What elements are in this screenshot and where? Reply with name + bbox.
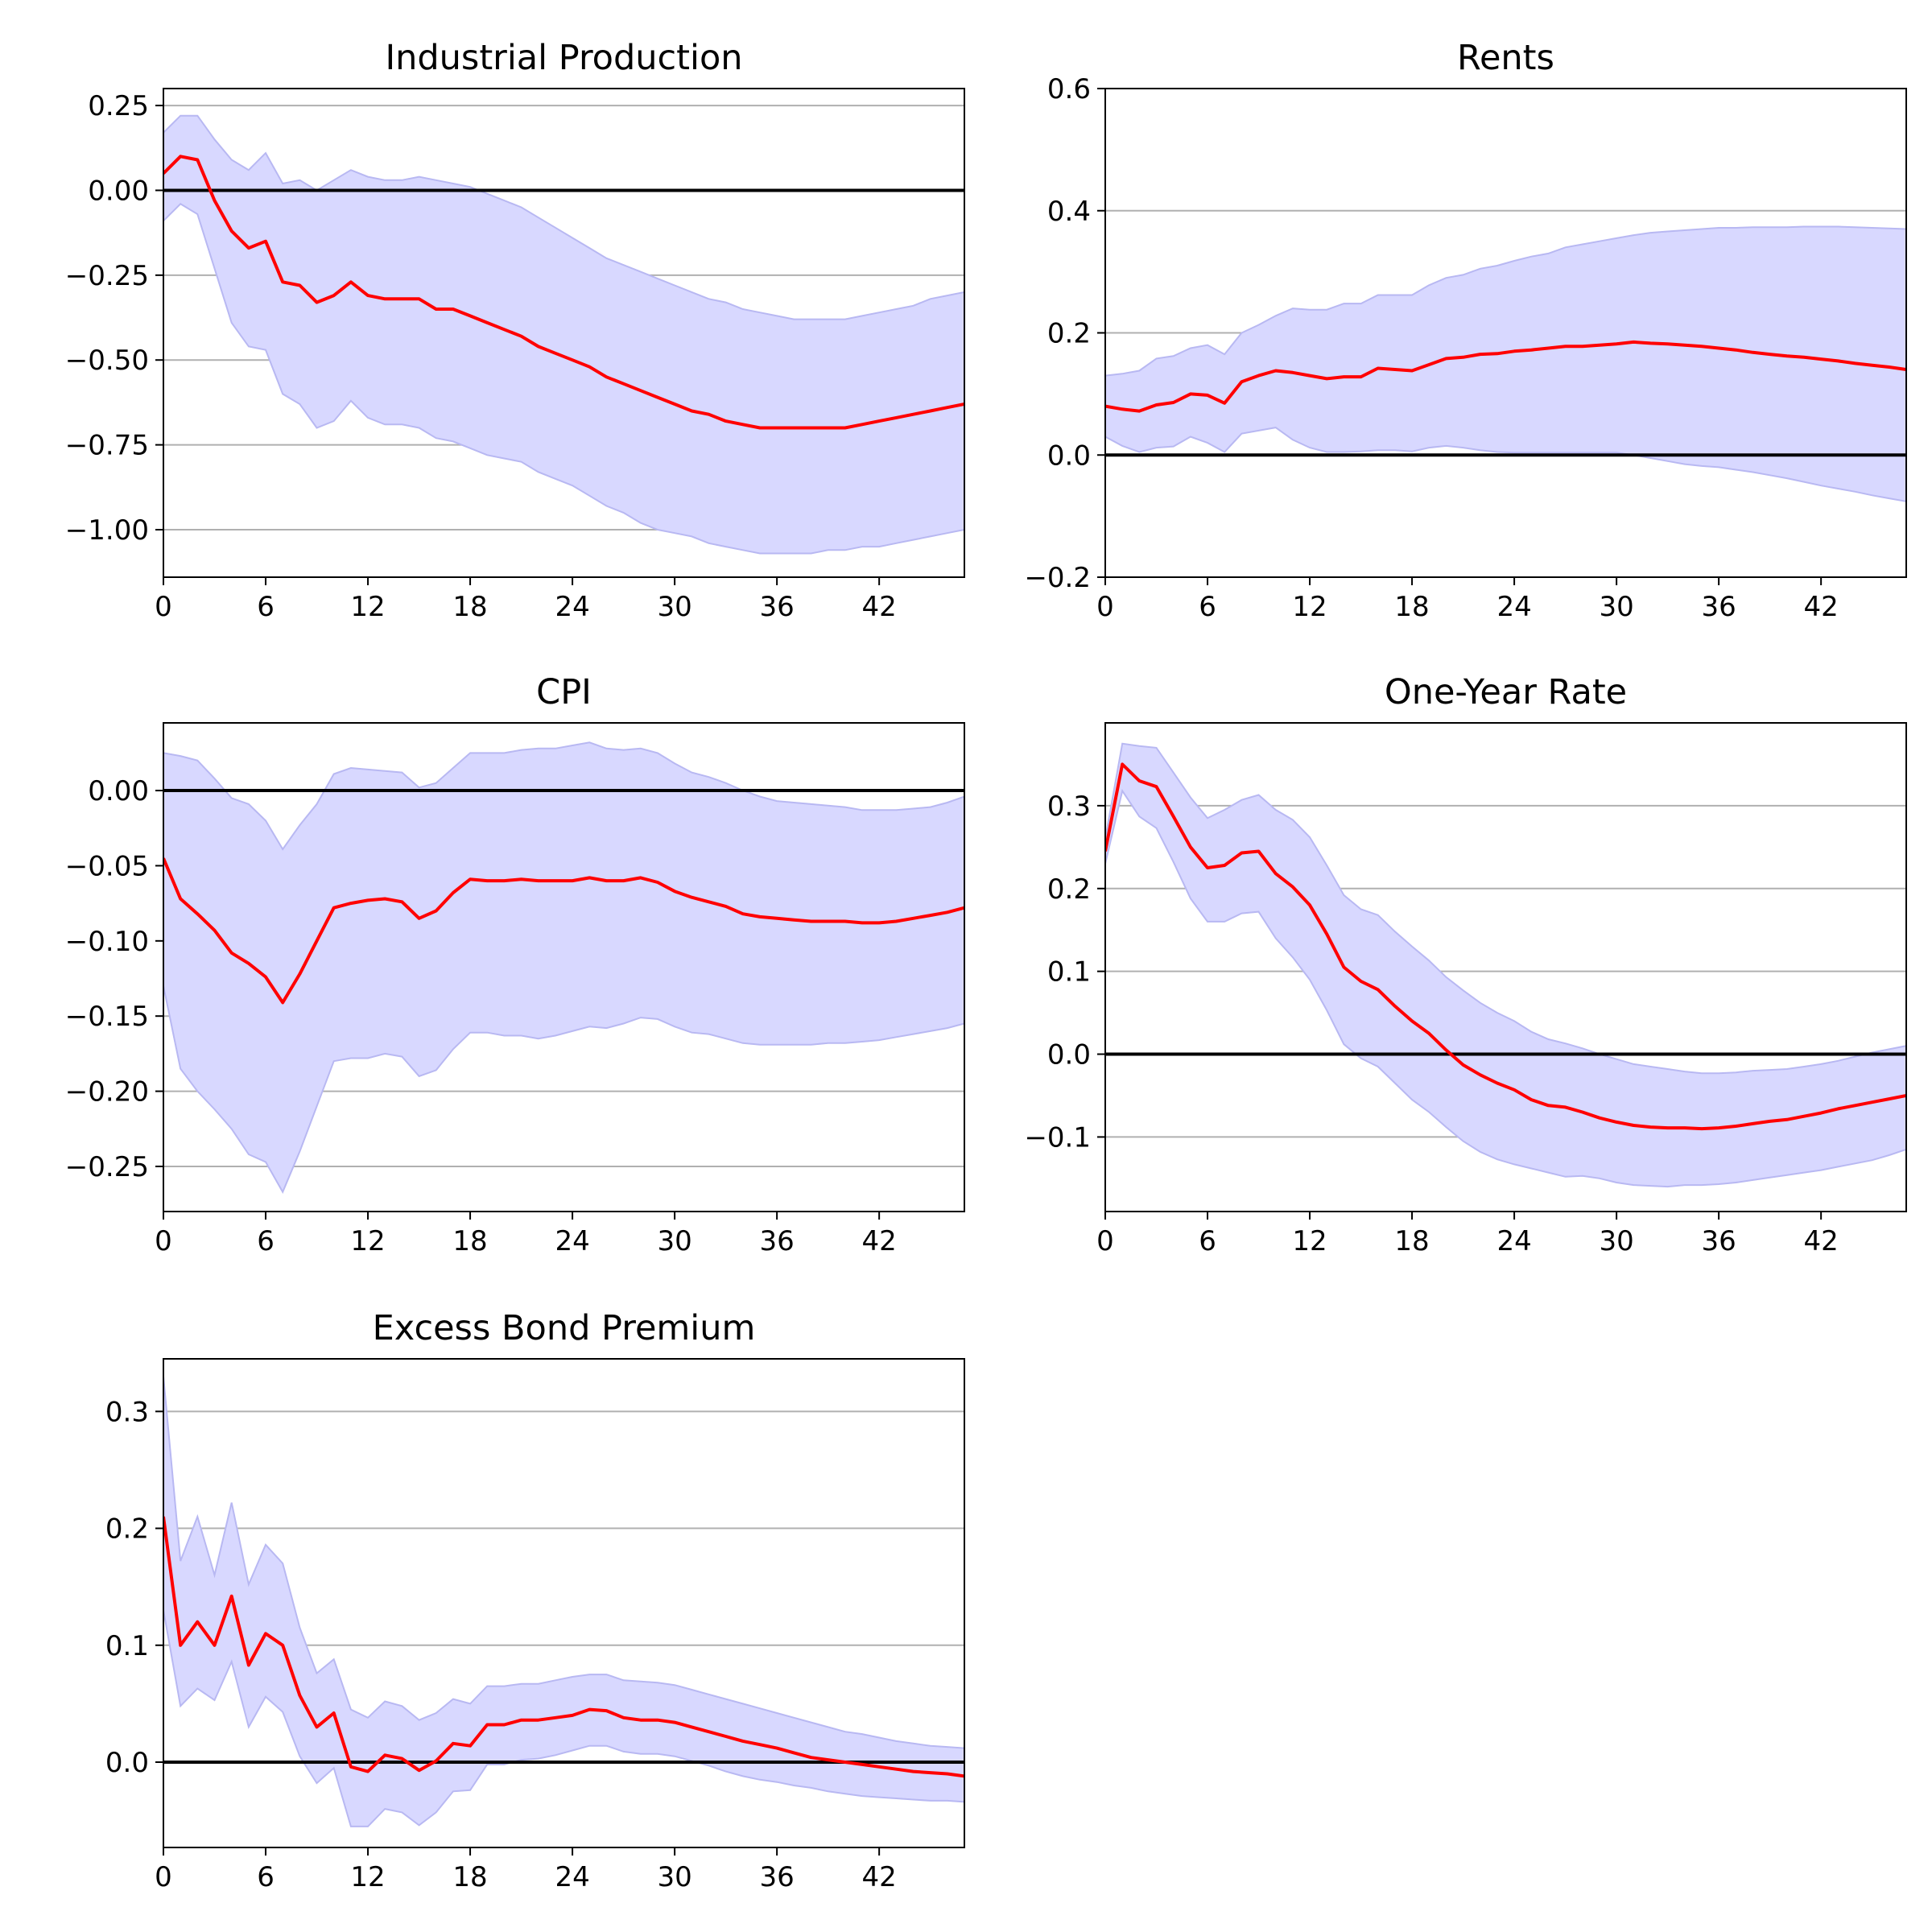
x-tick-label-3: 18 xyxy=(1394,1225,1429,1257)
median-line xyxy=(1105,340,1906,413)
x-tick-label-0: 0 xyxy=(155,1861,172,1893)
x-tick-label-4: 24 xyxy=(1496,591,1531,623)
panel-title: One-Year Rate xyxy=(1385,672,1627,712)
plot-area xyxy=(163,1376,964,1827)
plot-area xyxy=(163,105,964,555)
plot-area xyxy=(1105,89,1906,577)
y-tick-label-0: 0.3 xyxy=(1047,791,1091,823)
y-tick-label-0: 0.3 xyxy=(105,1396,149,1428)
x-tick-label-5: 30 xyxy=(657,1861,691,1893)
x-tick-label-6: 36 xyxy=(1701,1225,1736,1257)
x-tick-label-1: 6 xyxy=(1199,1225,1216,1257)
x-tick-label-6: 36 xyxy=(759,1861,794,1893)
x-tick-label-7: 42 xyxy=(1804,591,1839,623)
median-line xyxy=(163,1516,964,1778)
x-tick-label-5: 30 xyxy=(657,1225,691,1257)
median-line xyxy=(163,155,964,430)
confidence-band xyxy=(163,741,964,1194)
x-tick-label-0: 0 xyxy=(155,591,172,623)
confidence-band xyxy=(163,114,964,555)
x-tick-label-5: 30 xyxy=(657,591,691,623)
y-tick-label-4: −0.20 xyxy=(65,1076,149,1108)
x-tick-label-7: 42 xyxy=(862,1861,897,1893)
y-tick-label-4: −0.2 xyxy=(1024,562,1091,594)
y-tick-label-2: 0.1 xyxy=(105,1630,149,1662)
x-tick-label-2: 12 xyxy=(350,591,385,623)
median-line xyxy=(1105,762,1906,1131)
x-tick-label-4: 24 xyxy=(555,1225,589,1257)
y-tick-label-3: 0.0 xyxy=(1047,440,1091,472)
x-tick-label-6: 36 xyxy=(759,591,794,623)
x-tick-label-1: 6 xyxy=(1199,591,1216,623)
plot-area xyxy=(163,741,964,1194)
panel-title: Industrial Production xyxy=(385,38,742,78)
x-tick-label-0: 0 xyxy=(155,1225,172,1257)
x-tick-label-3: 18 xyxy=(452,1861,487,1893)
x-tick-label-0: 0 xyxy=(1096,591,1114,623)
axes-frame xyxy=(163,88,965,578)
y-tick-label-3: 0.0 xyxy=(105,1747,149,1779)
y-tick-label-2: −0.25 xyxy=(65,260,149,292)
confidence-band xyxy=(1105,225,1906,502)
y-tick-label-4: −0.75 xyxy=(65,430,149,462)
x-tick-label-5: 30 xyxy=(1599,1225,1633,1257)
x-tick-label-1: 6 xyxy=(257,1225,275,1257)
y-tick-label-0: 0.00 xyxy=(88,775,149,807)
y-tick-label-2: 0.2 xyxy=(1047,318,1091,350)
confidence-band xyxy=(163,1376,964,1827)
x-tick-label-3: 18 xyxy=(452,591,487,623)
y-tick-label-3: 0.0 xyxy=(1047,1039,1091,1071)
x-tick-label-0: 0 xyxy=(1096,1225,1114,1257)
y-tick-label-1: −0.05 xyxy=(65,850,149,882)
x-tick-label-1: 6 xyxy=(257,591,275,623)
axes-frame xyxy=(1104,722,1907,1212)
panel-1: 0 6 12 18 24 30 36 42 0.6 0.4 0.2 0.0 −0.2 Rents xyxy=(1024,38,1907,623)
x-tick-label-6: 36 xyxy=(759,1225,794,1257)
x-tick-label-4: 24 xyxy=(555,591,589,623)
x-tick-label-4: 24 xyxy=(1496,1225,1531,1257)
y-tick-label-1: 0.2 xyxy=(1047,873,1091,906)
x-tick-label-6: 36 xyxy=(1701,591,1736,623)
median-line xyxy=(163,857,964,1005)
y-tick-label-0: 0.25 xyxy=(88,90,149,122)
panel-title: CPI xyxy=(536,672,592,712)
y-tick-label-5: −0.25 xyxy=(65,1151,149,1183)
y-tick-label-4: −0.1 xyxy=(1024,1121,1091,1154)
x-tick-label-7: 42 xyxy=(862,1225,897,1257)
confidence-band xyxy=(1105,742,1906,1188)
x-tick-label-2: 12 xyxy=(1292,591,1327,623)
panel-2: 0 6 12 18 24 30 36 42 0.00 −0.05 −0.10 −0.15 −0.20 −0… xyxy=(65,672,965,1257)
panel-0: 0 6 12 18 24 30 36 42 0.25 0.00 −0.25 −0.50 −0.75 −1.… xyxy=(65,38,965,623)
x-tick-label-2: 12 xyxy=(350,1861,385,1893)
x-tick-label-2: 12 xyxy=(1292,1225,1327,1257)
axes-frame xyxy=(163,722,965,1212)
y-tick-label-2: −0.10 xyxy=(65,926,149,958)
x-tick-label-1: 6 xyxy=(257,1861,275,1893)
x-tick-label-3: 18 xyxy=(1394,591,1429,623)
y-tick-label-1: 0.4 xyxy=(1047,196,1091,228)
x-tick-label-3: 18 xyxy=(452,1225,487,1257)
x-tick-label-7: 42 xyxy=(862,591,897,623)
y-tick-label-3: −0.50 xyxy=(65,345,149,377)
y-tick-label-1: 0.2 xyxy=(105,1513,149,1546)
panel-title: Excess Bond Premium xyxy=(373,1308,756,1348)
axes-frame xyxy=(163,1358,965,1848)
y-tick-label-5: −1.00 xyxy=(65,514,149,547)
y-tick-label-3: −0.15 xyxy=(65,1001,149,1033)
x-tick-label-5: 30 xyxy=(1599,591,1633,623)
y-tick-label-1: 0.00 xyxy=(88,175,149,207)
y-tick-label-2: 0.1 xyxy=(1047,956,1091,989)
plot-area xyxy=(1105,742,1906,1188)
panel-3: 0 6 12 18 24 30 36 42 0.3 0.2 0.1 0.0 −0.1 One-Year R… xyxy=(1024,672,1907,1257)
x-tick-label-4: 24 xyxy=(555,1861,589,1893)
panel-title: Rents xyxy=(1457,38,1554,78)
panel-4: 0 6 12 18 24 30 36 42 0.3 0.2 0.1 0.0 Excess Bond Pr… xyxy=(105,1308,965,1893)
y-tick-label-0: 0.6 xyxy=(1047,73,1091,105)
x-tick-label-7: 42 xyxy=(1804,1225,1839,1257)
x-tick-label-2: 12 xyxy=(350,1225,385,1257)
